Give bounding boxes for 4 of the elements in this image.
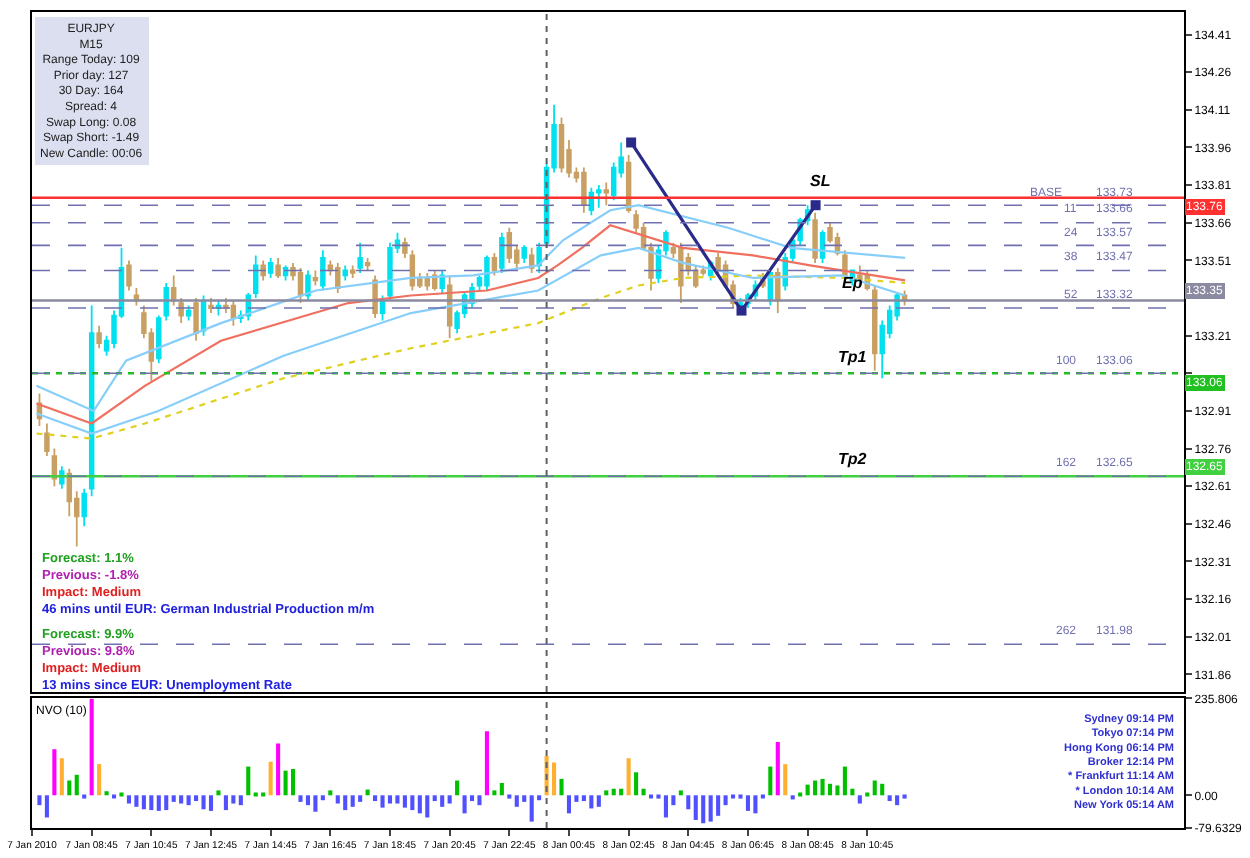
annotation: Tp1 (838, 348, 868, 366)
annotation: Tp2 (838, 450, 868, 468)
annotation: SL (810, 172, 831, 190)
annotation: Ep (842, 274, 863, 292)
